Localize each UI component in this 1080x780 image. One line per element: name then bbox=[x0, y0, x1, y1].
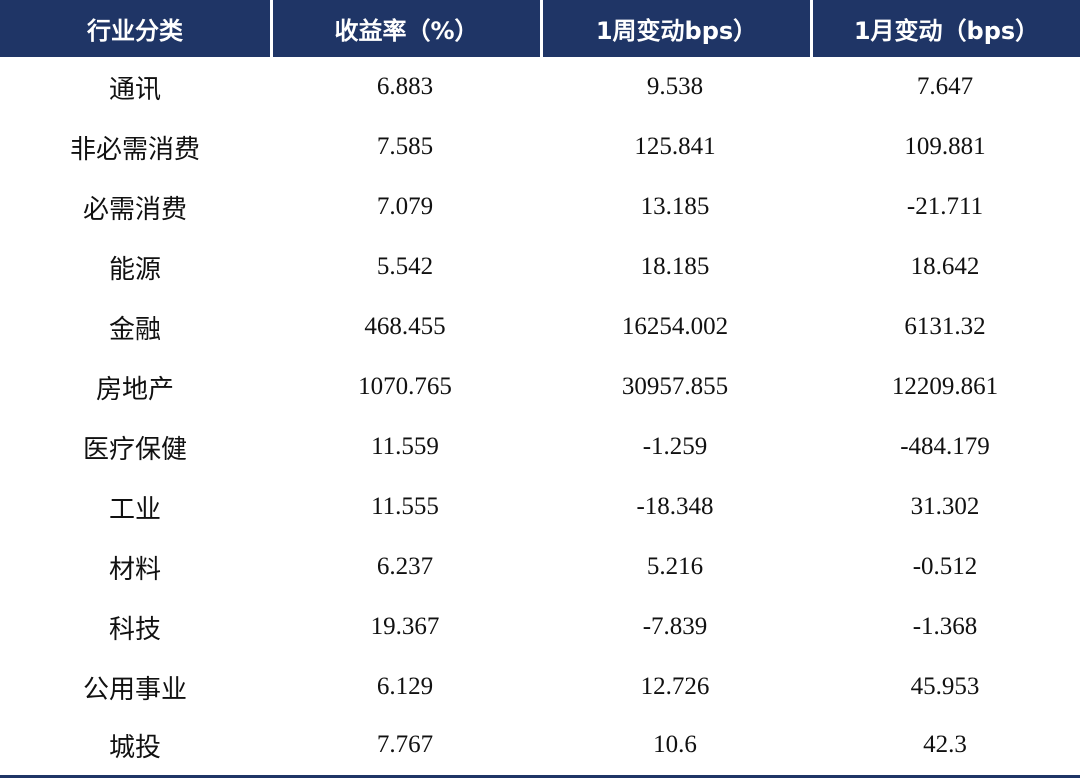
cell-1w-change: 16254.002 bbox=[621, 313, 729, 340]
cell-yield: 6.237 bbox=[376, 553, 434, 580]
cell-1w-change: 5.216 bbox=[646, 553, 704, 580]
cell-1w-change: 30957.855 bbox=[621, 373, 729, 400]
cell-1w-change: -18.348 bbox=[636, 493, 714, 520]
cell-industry: 金融 bbox=[108, 314, 161, 345]
cell-industry: 材料 bbox=[108, 554, 161, 585]
table-row: 公用事业 6.129 12.726 45.953 bbox=[0, 657, 1080, 717]
table-row: 非必需消费 7.585 125.841 109.881 bbox=[0, 117, 1080, 177]
cell-industry: 工业 bbox=[108, 494, 161, 525]
cell-industry: 能源 bbox=[108, 254, 161, 285]
cell-industry: 必需消费 bbox=[82, 194, 187, 225]
cell-1m-change: 12209.861 bbox=[891, 373, 999, 400]
header-1w-change: 1周变动bps） bbox=[540, 0, 810, 57]
cell-industry: 公用事业 bbox=[82, 674, 187, 705]
cell-industry: 医疗保健 bbox=[82, 434, 187, 465]
cell-industry: 非必需消费 bbox=[69, 134, 200, 165]
cell-1m-change: -1.368 bbox=[912, 613, 978, 640]
cell-yield: 7.079 bbox=[376, 193, 434, 220]
cell-1w-change: -7.839 bbox=[642, 613, 708, 640]
table-row: 必需消费 7.079 13.185 -21.711 bbox=[0, 177, 1080, 237]
cell-1m-change: 18.642 bbox=[910, 253, 980, 280]
header-industry: 行业分类 bbox=[0, 0, 270, 57]
cell-1m-change: 7.647 bbox=[916, 73, 974, 100]
cell-1m-change: 109.881 bbox=[904, 133, 986, 160]
table-row: 工业 11.555 -18.348 31.302 bbox=[0, 477, 1080, 537]
table-row: 通讯 6.883 9.538 7.647 bbox=[0, 57, 1080, 117]
table-row: 能源 5.542 18.185 18.642 bbox=[0, 237, 1080, 297]
cell-yield: 1070.765 bbox=[358, 373, 452, 400]
cell-industry: 房地产 bbox=[95, 374, 174, 405]
cell-yield: 5.542 bbox=[376, 253, 434, 280]
table-row: 房地产 1070.765 30957.855 12209.861 bbox=[0, 357, 1080, 417]
header-1m-change: 1月变动（bps） bbox=[810, 0, 1080, 57]
cell-1w-change: 125.841 bbox=[634, 133, 716, 160]
cell-yield: 6.883 bbox=[376, 73, 434, 100]
table-row: 科技 19.367 -7.839 -1.368 bbox=[0, 597, 1080, 657]
cell-yield: 468.455 bbox=[364, 313, 446, 340]
cell-1m-change: 31.302 bbox=[910, 493, 980, 520]
cell-yield: 7.585 bbox=[376, 133, 434, 160]
table-row: 城投 7.767 10.6 42.3 bbox=[0, 717, 1080, 773]
cell-1m-change: -0.512 bbox=[912, 553, 978, 580]
cell-1m-change: 45.953 bbox=[910, 673, 980, 700]
cell-industry: 通讯 bbox=[108, 74, 161, 105]
table-header-row: 行业分类 收益率（%） 1周变动bps） 1月变动（bps） bbox=[0, 0, 1080, 57]
header-yield: 收益率（%） bbox=[270, 0, 540, 57]
cell-1m-change: -21.711 bbox=[906, 193, 984, 220]
cell-1w-change: 9.538 bbox=[646, 73, 704, 100]
cell-1w-change: -1.259 bbox=[642, 433, 708, 460]
cell-1m-change: 6131.32 bbox=[904, 313, 986, 340]
cell-industry: 城投 bbox=[108, 732, 161, 763]
cell-1w-change: 12.726 bbox=[640, 673, 710, 700]
table-bottom-rule bbox=[0, 775, 1080, 778]
cell-1w-change: 18.185 bbox=[640, 253, 710, 280]
cell-1w-change: 13.185 bbox=[640, 193, 710, 220]
cell-yield: 6.129 bbox=[376, 673, 434, 700]
cell-yield: 7.767 bbox=[376, 731, 434, 758]
cell-yield: 11.555 bbox=[371, 493, 439, 520]
cell-yield: 11.559 bbox=[371, 433, 439, 460]
cell-industry: 科技 bbox=[108, 614, 161, 645]
cell-1w-change: 10.6 bbox=[653, 731, 697, 758]
cell-yield: 19.367 bbox=[370, 613, 440, 640]
table-row: 医疗保健 11.559 -1.259 -484.179 bbox=[0, 417, 1080, 477]
table-row: 材料 6.237 5.216 -0.512 bbox=[0, 537, 1080, 597]
table-row: 金融 468.455 16254.002 6131.32 bbox=[0, 297, 1080, 357]
cell-1m-change: -484.179 bbox=[900, 433, 990, 460]
cell-1m-change: 42.3 bbox=[923, 731, 967, 758]
